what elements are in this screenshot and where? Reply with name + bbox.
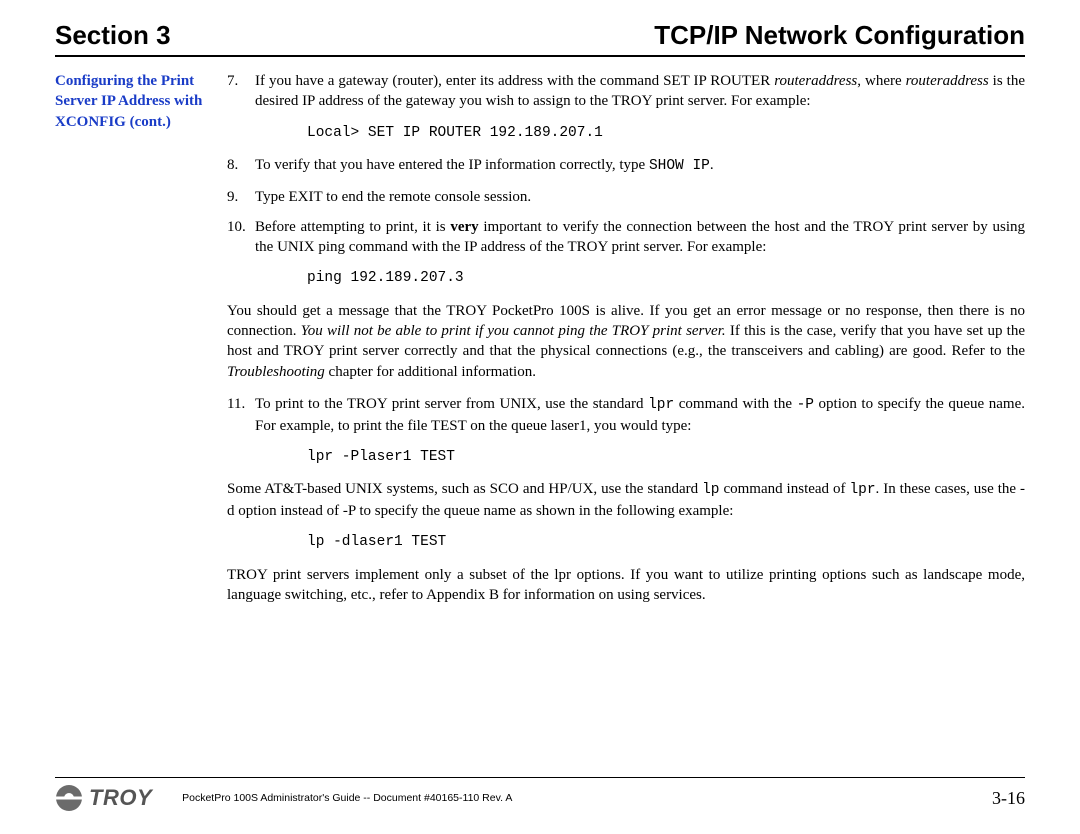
code-block-3: lpr -Plaser1 TEST	[307, 448, 1025, 468]
text-mono: lp	[702, 482, 719, 498]
paragraph: Some AT&T-based UNIX systems, such as SC…	[227, 479, 1025, 521]
sidebar-heading: Configuring the Print Server IP Address …	[55, 71, 205, 617]
footer-doc-info: PocketPro 100S Administrator's Guide -- …	[152, 792, 992, 804]
page-footer: TROY PocketPro 100S Administrator's Guid…	[55, 777, 1025, 812]
text: Type EXIT to end the remote console sess…	[255, 189, 531, 205]
step-7: 7. If you have a gateway (router), enter…	[227, 71, 1025, 112]
text-italic: routeraddress	[906, 73, 989, 89]
step-number: 9.	[227, 187, 238, 207]
text: Some AT&T-based UNIX systems, such as SC…	[227, 481, 702, 497]
text-bold: very	[450, 219, 478, 235]
text-italic: routeraddress	[774, 73, 857, 89]
text-italic: You will not be able to print if you can…	[301, 323, 726, 339]
step-9: 9. Type EXIT to end the remote console s…	[227, 187, 1025, 207]
step-number: 10.	[227, 217, 246, 237]
step-number: 11.	[227, 394, 245, 414]
body-wrap: Configuring the Print Server IP Address …	[55, 71, 1025, 617]
text: To print to the TROY print server from U…	[255, 396, 648, 412]
troy-logo-text: TROY	[89, 785, 152, 811]
step-number: 7.	[227, 71, 238, 91]
text: command with the	[674, 396, 796, 412]
text: chapter for additional information.	[325, 364, 536, 380]
text-mono: lpr	[648, 397, 674, 413]
text-mono: -P	[797, 397, 814, 413]
text: Before attempting to print, it is	[255, 219, 450, 235]
main-content: 7. If you have a gateway (router), enter…	[227, 71, 1025, 617]
page-header: Section 3 TCP/IP Network Configuration	[55, 20, 1025, 57]
troy-logo-icon	[55, 784, 83, 812]
text: command instead of	[720, 481, 850, 497]
text-mono: SHOW IP	[649, 158, 710, 174]
text-mono: lpr	[849, 482, 875, 498]
page-number: 3-16	[992, 788, 1025, 809]
header-title: TCP/IP Network Configuration	[654, 20, 1025, 51]
step-11: 11. To print to the TROY print server fr…	[227, 394, 1025, 436]
text-italic: Troubleshooting	[227, 364, 325, 380]
text: .	[710, 157, 714, 173]
troy-logo: TROY	[55, 784, 152, 812]
text: , where	[857, 73, 905, 89]
step-number: 8.	[227, 155, 238, 175]
text: If you have a gateway (router), enter it…	[255, 73, 774, 89]
code-block-1: Local> SET IP ROUTER 192.189.207.1	[307, 124, 1025, 144]
paragraph: You should get a message that the TROY P…	[227, 301, 1025, 382]
code-block-2: ping 192.189.207.3	[307, 269, 1025, 289]
step-8: 8. To verify that you have entered the I…	[227, 155, 1025, 177]
footer-rule	[55, 777, 1025, 778]
text: To verify that you have entered the IP i…	[255, 157, 649, 173]
code-block-4: lp -dlaser1 TEST	[307, 533, 1025, 553]
step-10: 10. Before attempting to print, it is ve…	[227, 217, 1025, 258]
section-label: Section 3	[55, 20, 171, 51]
footer-row: TROY PocketPro 100S Administrator's Guid…	[55, 784, 1025, 812]
paragraph: TROY print servers implement only a subs…	[227, 565, 1025, 606]
